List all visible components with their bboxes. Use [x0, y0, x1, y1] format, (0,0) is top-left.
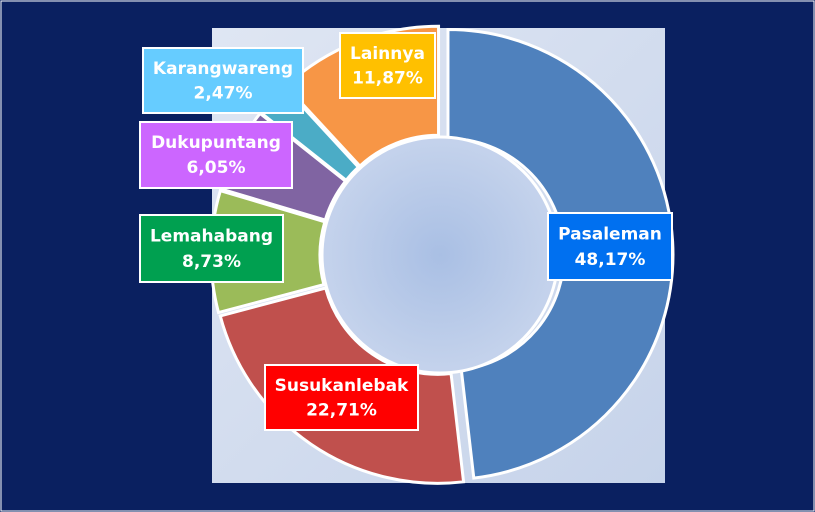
value-label: 8,73% — [182, 252, 241, 272]
value-label: 6,05% — [187, 158, 246, 178]
category-label: Lainnya — [350, 44, 425, 64]
label-box — [547, 212, 673, 281]
category-label: Susukanlebak — [275, 376, 409, 396]
donut-hole — [320, 135, 560, 375]
label-box — [142, 47, 304, 114]
label-box — [139, 214, 284, 283]
label-box — [264, 364, 419, 431]
donut-slice — [446, 28, 675, 480]
value-label: 11,87% — [352, 69, 423, 89]
value-label: 22,71% — [306, 401, 377, 421]
category-label: Pasaleman — [558, 224, 662, 244]
label-box — [339, 32, 436, 99]
category-label: Dukupuntang — [151, 133, 281, 153]
label-box — [139, 121, 293, 189]
category-label: Karangwareng — [153, 59, 293, 79]
value-label: 48,17% — [575, 250, 646, 270]
category-label: Lemahabang — [150, 226, 273, 246]
value-label: 2,47% — [194, 84, 253, 104]
